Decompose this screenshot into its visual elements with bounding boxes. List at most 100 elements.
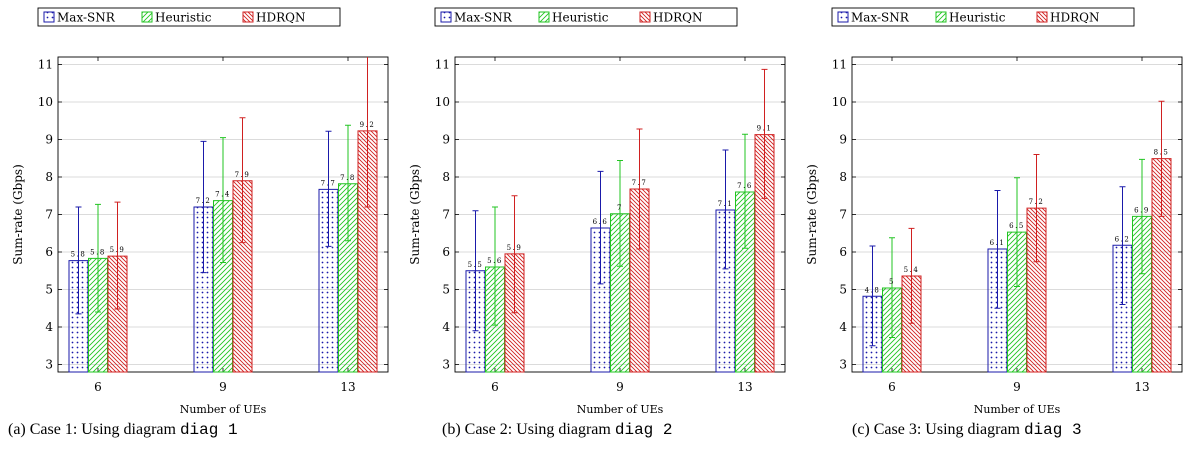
- legend-label-heuristic: Heuristic: [949, 11, 1006, 25]
- y-tick-label: 11: [832, 58, 847, 72]
- legend-swatch-heuristic: [935, 11, 947, 23]
- data-label: 7.8: [340, 174, 356, 182]
- caption-c-text: (c) Case 3: Using diagram: [852, 421, 1024, 438]
- data-label: 7.2: [196, 197, 212, 205]
- caption-a-code: diag 1: [179, 421, 238, 439]
- data-label: 6.5: [1009, 222, 1025, 230]
- legend-label-heuristic: Heuristic: [552, 11, 609, 25]
- chart-b: 3 4 5 6 7 8 9 10 11 Sum-rate (Gbps) Number of UEs 6…: [408, 7, 786, 416]
- caption-c: (c) Case 3: Using diagram diag 3: [852, 421, 1082, 439]
- caption-b-code: diag 2: [614, 421, 673, 439]
- y-tick-label: 3: [442, 358, 450, 372]
- y-tick-label: 7: [45, 208, 53, 222]
- x-tick-label: 6: [94, 380, 102, 394]
- y-tick-label: 5: [442, 283, 450, 297]
- x-axis-label: Number of UEs: [974, 403, 1061, 416]
- y-tick-label: 7: [839, 208, 847, 222]
- y-tick-label: 5: [839, 283, 847, 297]
- legend-label-max-snr: Max-SNR: [454, 11, 513, 25]
- data-label: 6.6: [593, 218, 609, 226]
- y-tick-label: 10: [435, 95, 450, 109]
- y-tick-label: 7: [442, 208, 450, 222]
- data-label: 7.7: [632, 179, 648, 187]
- data-label: 9.2: [360, 121, 376, 129]
- panel-a: 3 4 5 6 7 8 9 10 11 Sum-rate (Gbps) Number of UEs 6…: [0, 0, 397, 453]
- data-label: 5.8: [71, 251, 87, 259]
- y-tick-label: 10: [38, 95, 53, 109]
- chart-c: 3 4 5 6 7 8 9 10 11 Sum-rate (Gbps) Number of UEs 6…: [805, 7, 1183, 416]
- y-axis-label: Sum-rate (Gbps): [805, 164, 819, 264]
- y-tick-label: 6: [45, 245, 53, 259]
- x-tick-label: 13: [1134, 380, 1149, 394]
- data-label: 7: [617, 204, 623, 212]
- x-tick-label: 13: [340, 380, 355, 394]
- caption-b: (b) Case 2: Using diagram diag 2: [442, 421, 672, 439]
- data-label: 7.1: [718, 200, 734, 208]
- data-label: 7.9: [235, 171, 251, 179]
- data-label: 6.1: [990, 239, 1006, 247]
- legend-swatch-max-snr: [837, 11, 849, 23]
- y-tick-label: 5: [45, 283, 53, 297]
- y-tick-label: 10: [832, 95, 847, 109]
- data-label: 7.4: [215, 191, 231, 199]
- y-tick-label: 3: [45, 358, 53, 372]
- y-tick-label: 6: [839, 245, 847, 259]
- data-label: 5.9: [110, 246, 126, 254]
- legend-swatch-hdrqn: [242, 11, 254, 23]
- y-tick-label: 9: [442, 133, 450, 147]
- data-label: 4.8: [865, 286, 881, 294]
- y-tick-label: 6: [442, 245, 450, 259]
- x-tick-label: 13: [737, 380, 752, 394]
- data-label: 7.7: [321, 179, 337, 187]
- caption-a: (a) Case 1: Using diagram diag 1: [8, 421, 238, 439]
- legend-label-hdrqn: HDRQN: [1050, 11, 1099, 25]
- legend-label-max-snr: Max-SNR: [57, 11, 116, 25]
- y-tick-label: 11: [38, 58, 53, 72]
- y-tick-label: 4: [442, 320, 450, 334]
- x-axis-label: Number of UEs: [577, 403, 664, 416]
- y-tick-label: 9: [839, 133, 847, 147]
- legend-label-hdrqn: HDRQN: [653, 11, 702, 25]
- data-label: 5.9: [507, 244, 523, 252]
- data-label: 9.1: [757, 125, 773, 133]
- data-label: 5.8: [90, 248, 106, 256]
- legend-swatch-hdrqn: [639, 11, 651, 23]
- y-tick-label: 9: [45, 133, 53, 147]
- legend-label-hdrqn: HDRQN: [256, 11, 305, 25]
- data-label: 8.5: [1154, 149, 1170, 157]
- y-tick-label: 8: [45, 170, 53, 184]
- x-tick-label: 9: [1013, 380, 1021, 394]
- caption-b-text: (b) Case 2: Using diagram: [442, 421, 615, 438]
- chart-a: 3 4 5 6 7 8 9 10 11 Sum-rate (Gbps) Number of UEs 6…: [11, 7, 389, 416]
- legend-swatch-heuristic: [538, 11, 550, 23]
- caption-a-text: (a) Case 1: Using diagram: [8, 421, 180, 438]
- x-tick-label: 9: [616, 380, 624, 394]
- legend-box: [434, 7, 738, 27]
- panel-c: 3 4 5 6 7 8 9 10 11 Sum-rate (Gbps) Number of UEs 6…: [794, 0, 1190, 453]
- x-tick-label: 9: [219, 380, 227, 394]
- x-axis-label: Number of UEs: [180, 403, 267, 416]
- legend-box: [37, 7, 341, 27]
- legend-box: [831, 7, 1135, 27]
- data-label: 5: [889, 278, 895, 286]
- y-tick-label: 4: [839, 320, 847, 334]
- y-tick-label: 8: [442, 170, 450, 184]
- legend-swatch-max-snr: [440, 11, 452, 23]
- legend-swatch-heuristic: [141, 11, 153, 23]
- x-tick-label: 6: [491, 380, 499, 394]
- data-label: 7.2: [1029, 198, 1045, 206]
- data-label: 6.2: [1115, 235, 1131, 243]
- data-label: 5.4: [904, 266, 920, 274]
- y-tick-label: 8: [839, 170, 847, 184]
- legend-swatch-hdrqn: [1036, 11, 1048, 23]
- legend-swatch-max-snr: [43, 11, 55, 23]
- data-label: 5.5: [468, 261, 484, 269]
- data-label: 7.6: [737, 182, 753, 190]
- y-axis-label: Sum-rate (Gbps): [408, 164, 422, 264]
- y-tick-label: 3: [839, 358, 847, 372]
- y-tick-label: 4: [45, 320, 53, 334]
- y-axis-label: Sum-rate (Gbps): [11, 164, 25, 264]
- legend-label-heuristic: Heuristic: [155, 11, 212, 25]
- data-label: 5.6: [487, 257, 503, 265]
- caption-c-code: diag 3: [1023, 421, 1082, 439]
